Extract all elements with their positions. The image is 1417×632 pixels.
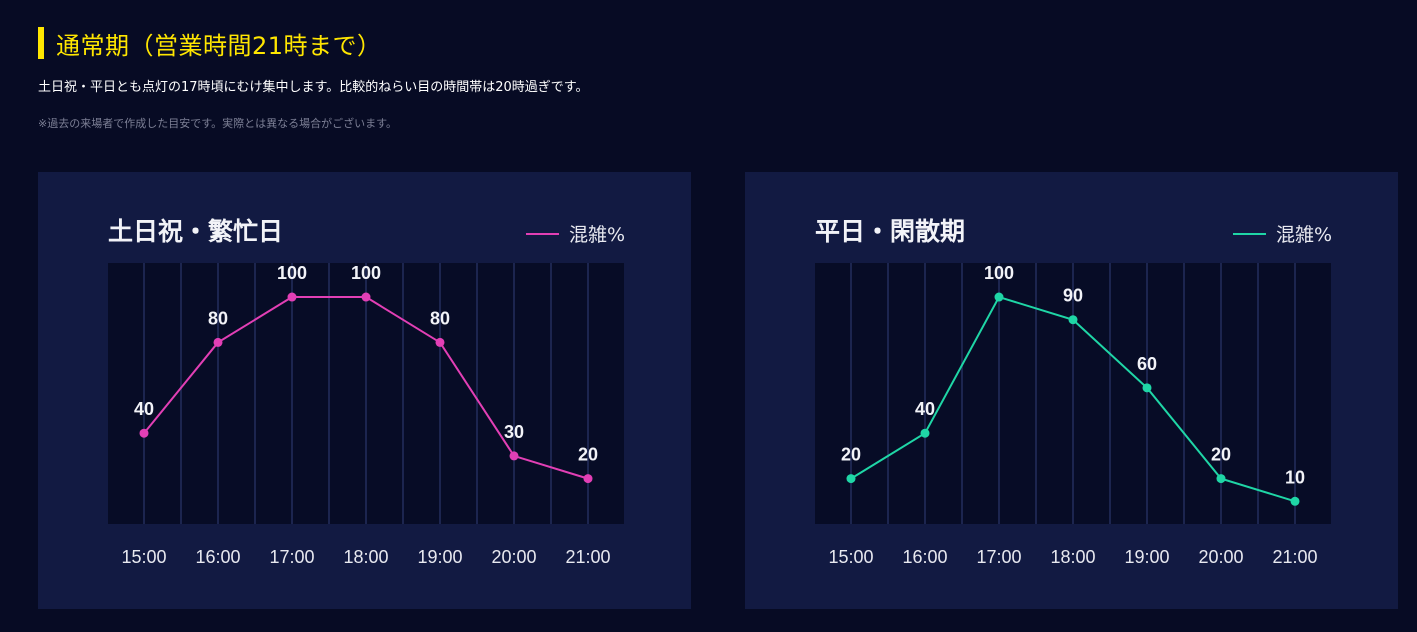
disclaimer-note: ※過去の来場者で作成した目安です。実際とは異なる場合がございます。 bbox=[38, 117, 398, 130]
legend-swatch bbox=[525, 232, 559, 235]
chart-title: 土日祝・繁忙日 bbox=[108, 217, 284, 246]
chart-card-busy: 土日祝・繁忙日 混雑% 40 80 100 100 80 30 20 15:00 16:00 17… bbox=[38, 172, 691, 609]
data-point bbox=[846, 474, 856, 484]
data-point bbox=[920, 428, 930, 438]
data-point bbox=[509, 451, 519, 461]
data-label: 20 bbox=[1211, 445, 1231, 465]
chart-legend: 混雑% bbox=[1232, 220, 1332, 247]
data-label: 80 bbox=[208, 308, 228, 328]
data-label: 80 bbox=[430, 308, 450, 328]
x-tick-label: 15:00 bbox=[121, 547, 166, 567]
data-label: 100 bbox=[277, 263, 307, 283]
data-point bbox=[1290, 496, 1300, 506]
line-chart: 20 40 100 90 60 20 10 15:00 16:00 17:00 18:00 19:00… bbox=[815, 263, 1331, 567]
x-tick-label: 20:00 bbox=[491, 547, 536, 567]
data-point bbox=[994, 292, 1004, 302]
data-label: 100 bbox=[351, 263, 381, 283]
data-point bbox=[1216, 474, 1226, 484]
data-label: 20 bbox=[841, 445, 861, 465]
data-point bbox=[1142, 383, 1152, 393]
data-label: 60 bbox=[1137, 354, 1157, 374]
x-tick-label: 19:00 bbox=[1124, 547, 1169, 567]
x-tick-label: 19:00 bbox=[417, 547, 462, 567]
chart-card-quiet: 平日・閑散期 混雑% 20 40 100 90 60 20 10 15:00 16:00 17:0… bbox=[745, 172, 1398, 609]
data-label: 20 bbox=[578, 445, 598, 465]
x-tick-label: 21:00 bbox=[565, 547, 610, 567]
x-tick-label: 16:00 bbox=[195, 547, 240, 567]
data-label: 40 bbox=[915, 399, 935, 419]
data-label: 10 bbox=[1285, 467, 1305, 487]
x-tick-label: 18:00 bbox=[343, 547, 388, 567]
data-point bbox=[583, 474, 593, 484]
x-tick-label: 16:00 bbox=[902, 547, 947, 567]
x-tick-label: 15:00 bbox=[828, 547, 873, 567]
data-label: 40 bbox=[134, 399, 154, 419]
x-tick-label: 18:00 bbox=[1050, 547, 1095, 567]
section-heading: 通常期（営業時間21時まで） bbox=[38, 26, 382, 60]
data-point bbox=[287, 292, 297, 302]
chart-legend: 混雑% bbox=[525, 220, 625, 247]
data-label: 100 bbox=[984, 263, 1014, 283]
x-tick-label: 21:00 bbox=[1272, 547, 1317, 567]
legend-swatch bbox=[1232, 232, 1266, 235]
description-text: 土日祝・平日とも点灯の17時頃にむけ集中します。比較的ねらい目の時間帯は20時過… bbox=[38, 80, 589, 95]
line-chart: 40 80 100 100 80 30 20 15:00 16:00 17:00 18:00 19:0… bbox=[108, 263, 624, 567]
data-label: 30 bbox=[504, 422, 524, 442]
data-point bbox=[361, 292, 371, 302]
data-label: 90 bbox=[1063, 286, 1083, 306]
x-tick-label: 20:00 bbox=[1198, 547, 1243, 567]
x-tick-label: 17:00 bbox=[976, 547, 1021, 567]
legend-label: 混雑% bbox=[568, 224, 625, 246]
page-title: 通常期（営業時間21時まで） bbox=[56, 31, 382, 60]
chart-title: 平日・閑散期 bbox=[815, 217, 966, 246]
x-tick-label: 17:00 bbox=[269, 547, 314, 567]
data-point bbox=[213, 337, 223, 347]
legend-label: 混雑% bbox=[1275, 224, 1332, 246]
data-point bbox=[435, 337, 445, 347]
heading-accent-bar bbox=[38, 27, 44, 59]
data-point bbox=[1068, 315, 1078, 325]
data-point bbox=[139, 428, 149, 438]
